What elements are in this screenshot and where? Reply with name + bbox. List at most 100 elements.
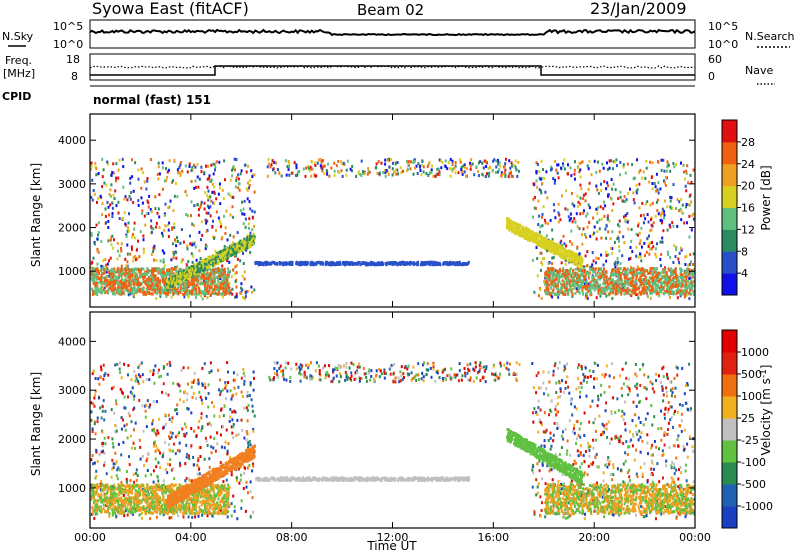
heatmap-cell [648, 276, 651, 280]
heatmap-cell [663, 179, 665, 183]
heatmap-cell [551, 262, 553, 266]
heatmap-cell [282, 261, 285, 265]
heatmap-cell [664, 271, 667, 274]
heatmap-cell [230, 253, 232, 257]
heatmap-cell [681, 203, 684, 207]
heatmap-cell [248, 179, 251, 183]
heatmap-cell [117, 289, 119, 293]
heatmap-cell [556, 274, 559, 278]
heatmap-cell [661, 211, 664, 215]
heatmap-cell [589, 234, 592, 238]
heatmap-cell [606, 287, 609, 291]
heatmap-cell [656, 188, 659, 192]
heatmap-cell [103, 290, 106, 294]
heatmap-cell [465, 262, 468, 266]
heatmap-cell [193, 241, 196, 244]
heatmap-cell [654, 252, 657, 256]
heatmap-cell [611, 209, 614, 213]
heatmap-cell [216, 288, 219, 292]
heatmap-cell [678, 279, 681, 283]
heatmap-cell [100, 280, 103, 284]
heatmap-cell [142, 238, 145, 242]
heatmap-cell [213, 282, 216, 286]
heatmap-cell [166, 268, 168, 272]
heatmap-cell [245, 242, 248, 246]
heatmap-cell [185, 287, 188, 291]
heatmap-cell [130, 291, 133, 295]
heatmap-cell [557, 280, 560, 284]
heatmap-cell [688, 297, 691, 301]
heatmap-cell [631, 272, 634, 276]
heatmap-cell [107, 279, 110, 282]
heatmap-cell [597, 160, 599, 164]
heatmap-cell [124, 257, 127, 261]
heatmap-cell [232, 165, 235, 169]
heatmap-cell [684, 263, 687, 266]
heatmap-cell [170, 258, 173, 262]
heatmap-cell [690, 260, 692, 264]
heatmap-cell [626, 220, 629, 224]
heatmap-cell [182, 292, 185, 296]
noise-tick-high-right: 10^5 [708, 20, 738, 33]
heatmap-cell [197, 208, 200, 212]
heatmap-cell [614, 282, 617, 285]
heatmap-cell [581, 242, 584, 246]
heatmap-cell [113, 274, 116, 278]
heatmap-cell [561, 256, 564, 260]
heatmap-cell [550, 167, 553, 171]
heatmap-cell [601, 271, 604, 275]
heatmap-cell [681, 284, 684, 288]
heatmap-cell [614, 284, 617, 287]
heatmap-cell [209, 278, 212, 282]
heatmap-cell [584, 254, 587, 258]
heatmap-cell [182, 289, 185, 292]
heatmap-cell [663, 199, 666, 203]
heatmap-cell [204, 247, 207, 251]
heatmap-cell [658, 271, 660, 275]
heatmap-cell [652, 245, 655, 249]
heatmap-cell [565, 286, 568, 290]
heatmap-cell [562, 285, 565, 289]
heatmap-cell [546, 290, 549, 294]
heatmap-cell [660, 284, 663, 288]
heatmap-cell [128, 212, 130, 216]
heatmap-cell [118, 282, 121, 286]
heatmap-cell [233, 157, 236, 161]
heatmap-cell [631, 163, 634, 167]
heatmap-cell [686, 267, 689, 271]
heatmap-cell [126, 268, 129, 272]
heatmap-cell [628, 277, 630, 281]
heatmap-cell [159, 291, 161, 294]
heatmap-cell [546, 271, 549, 275]
heatmap-cell [172, 277, 175, 280]
heatmap-cell [629, 246, 632, 249]
heatmap-cell [675, 272, 678, 276]
heatmap-cell [535, 170, 538, 173]
heatmap-cell [121, 282, 124, 286]
heatmap-cell [660, 221, 663, 225]
heatmap-cell [173, 288, 176, 291]
heatmap-cell [191, 288, 194, 292]
heatmap-cell [331, 262, 334, 266]
heatmap-cell [246, 197, 249, 201]
heatmap-cell [667, 280, 670, 283]
heatmap-cell [542, 257, 544, 261]
heatmap-cell [268, 262, 271, 266]
heatmap-cell [211, 291, 214, 294]
heatmap-cell [135, 273, 138, 277]
heatmap-cell [94, 284, 97, 287]
heatmap-cell [133, 269, 135, 273]
heatmap-cell [137, 203, 140, 207]
heatmap-cell [112, 193, 115, 197]
heatmap-cell [227, 192, 230, 196]
heatmap-cell [199, 282, 202, 286]
heatmap-cell [114, 288, 117, 292]
heatmap-cell [564, 258, 567, 262]
heatmap-cell [153, 285, 156, 289]
heatmap-cell [154, 274, 157, 278]
heatmap-cell [581, 286, 584, 290]
heatmap-cell [334, 262, 337, 266]
heatmap-cell [123, 273, 126, 276]
heatmap-cell [623, 195, 626, 199]
heatmap-cell [574, 291, 577, 295]
